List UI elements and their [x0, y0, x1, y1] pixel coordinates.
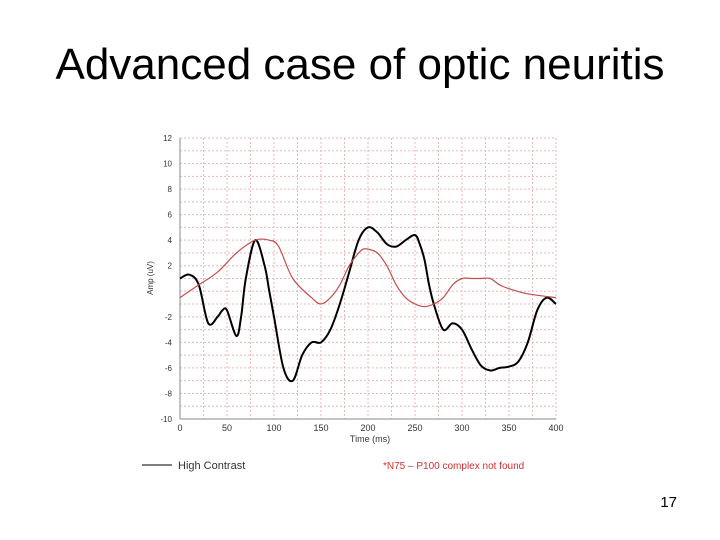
series-line-high-contrast: [179, 226, 557, 383]
x-tick-label: 350: [501, 423, 516, 433]
y-tick-label: 6: [168, 211, 173, 220]
x-tick-label: 150: [313, 423, 328, 433]
chart-series: [179, 226, 557, 383]
chart-legend: High Contrast: [142, 460, 245, 472]
x-tick-label: 400: [548, 423, 563, 433]
x-tick-label: 100: [266, 423, 281, 433]
y-tick-label: 8: [168, 185, 173, 194]
y-tick-label: -6: [165, 364, 173, 373]
y-tick-label: -10: [160, 415, 172, 424]
chart-annotation: *N75 – P100 complex not found: [383, 461, 524, 472]
y-tick-label: 10: [163, 160, 172, 169]
x-tick-label: 300: [454, 423, 469, 433]
slide-title: Advanced case of optic neuritis: [55, 40, 665, 89]
y-axis-label: Amp (uV): [146, 261, 155, 295]
y-tick-label: -8: [165, 389, 173, 398]
y-tick-label: 12: [163, 134, 172, 143]
series-line-red: [179, 238, 557, 308]
x-axis-label: Time (ms): [350, 434, 390, 444]
y-tick-label: -4: [165, 338, 173, 347]
x-tick-label: 50: [222, 423, 232, 433]
legend-label-high-contrast: High Contrast: [178, 460, 245, 472]
chart-ticks: 0 50 100 150 200 250 300 350 400 12 10 8 6 4 2 -2 -4 -6 -8…: [160, 134, 563, 433]
y-tick-label: -2: [165, 313, 173, 322]
x-tick-label: 0: [177, 423, 182, 433]
y-tick-label: 4: [168, 236, 173, 245]
slide-number: 17: [660, 494, 677, 511]
x-tick-label: 200: [360, 423, 375, 433]
y-tick-label: 2: [168, 262, 173, 271]
chart-grid: [180, 137, 557, 419]
x-tick-label: 250: [407, 423, 422, 433]
